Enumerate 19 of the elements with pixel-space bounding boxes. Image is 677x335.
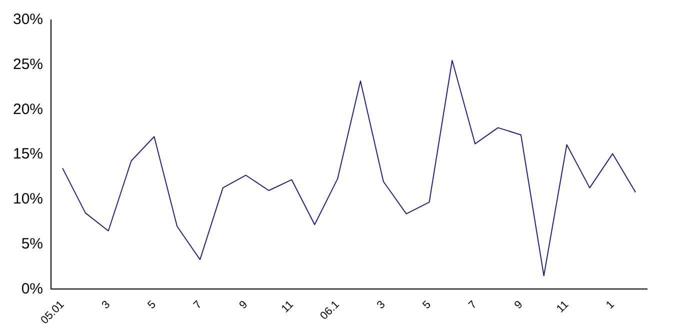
x-tick-label: 9 <box>237 298 250 312</box>
x-tick-label: 11 <box>554 298 572 316</box>
y-tick-label: 20% <box>12 100 44 118</box>
x-tick-label: 5 <box>146 298 158 312</box>
y-tick-label: 10% <box>12 190 44 208</box>
y-tick-label: 0% <box>21 280 44 298</box>
x-tick-label: 06.1 <box>318 298 342 322</box>
x-tick-label: 3 <box>100 298 113 312</box>
y-tick-label: 25% <box>12 56 44 74</box>
y-tick-label: 15% <box>12 146 44 163</box>
x-tick-label: 3 <box>374 298 388 312</box>
x-tick-label: 9 <box>512 298 526 312</box>
x-tick-label: 7 <box>466 298 480 312</box>
x-tick-label: 5 <box>420 298 434 312</box>
x-tick-label: 1 <box>604 298 617 312</box>
x-tick-label: 7 <box>191 298 204 312</box>
y-tick-label: 5% <box>21 235 44 252</box>
y-tick-label: 30% <box>12 11 44 28</box>
x-tick-label: 11 <box>279 298 296 316</box>
